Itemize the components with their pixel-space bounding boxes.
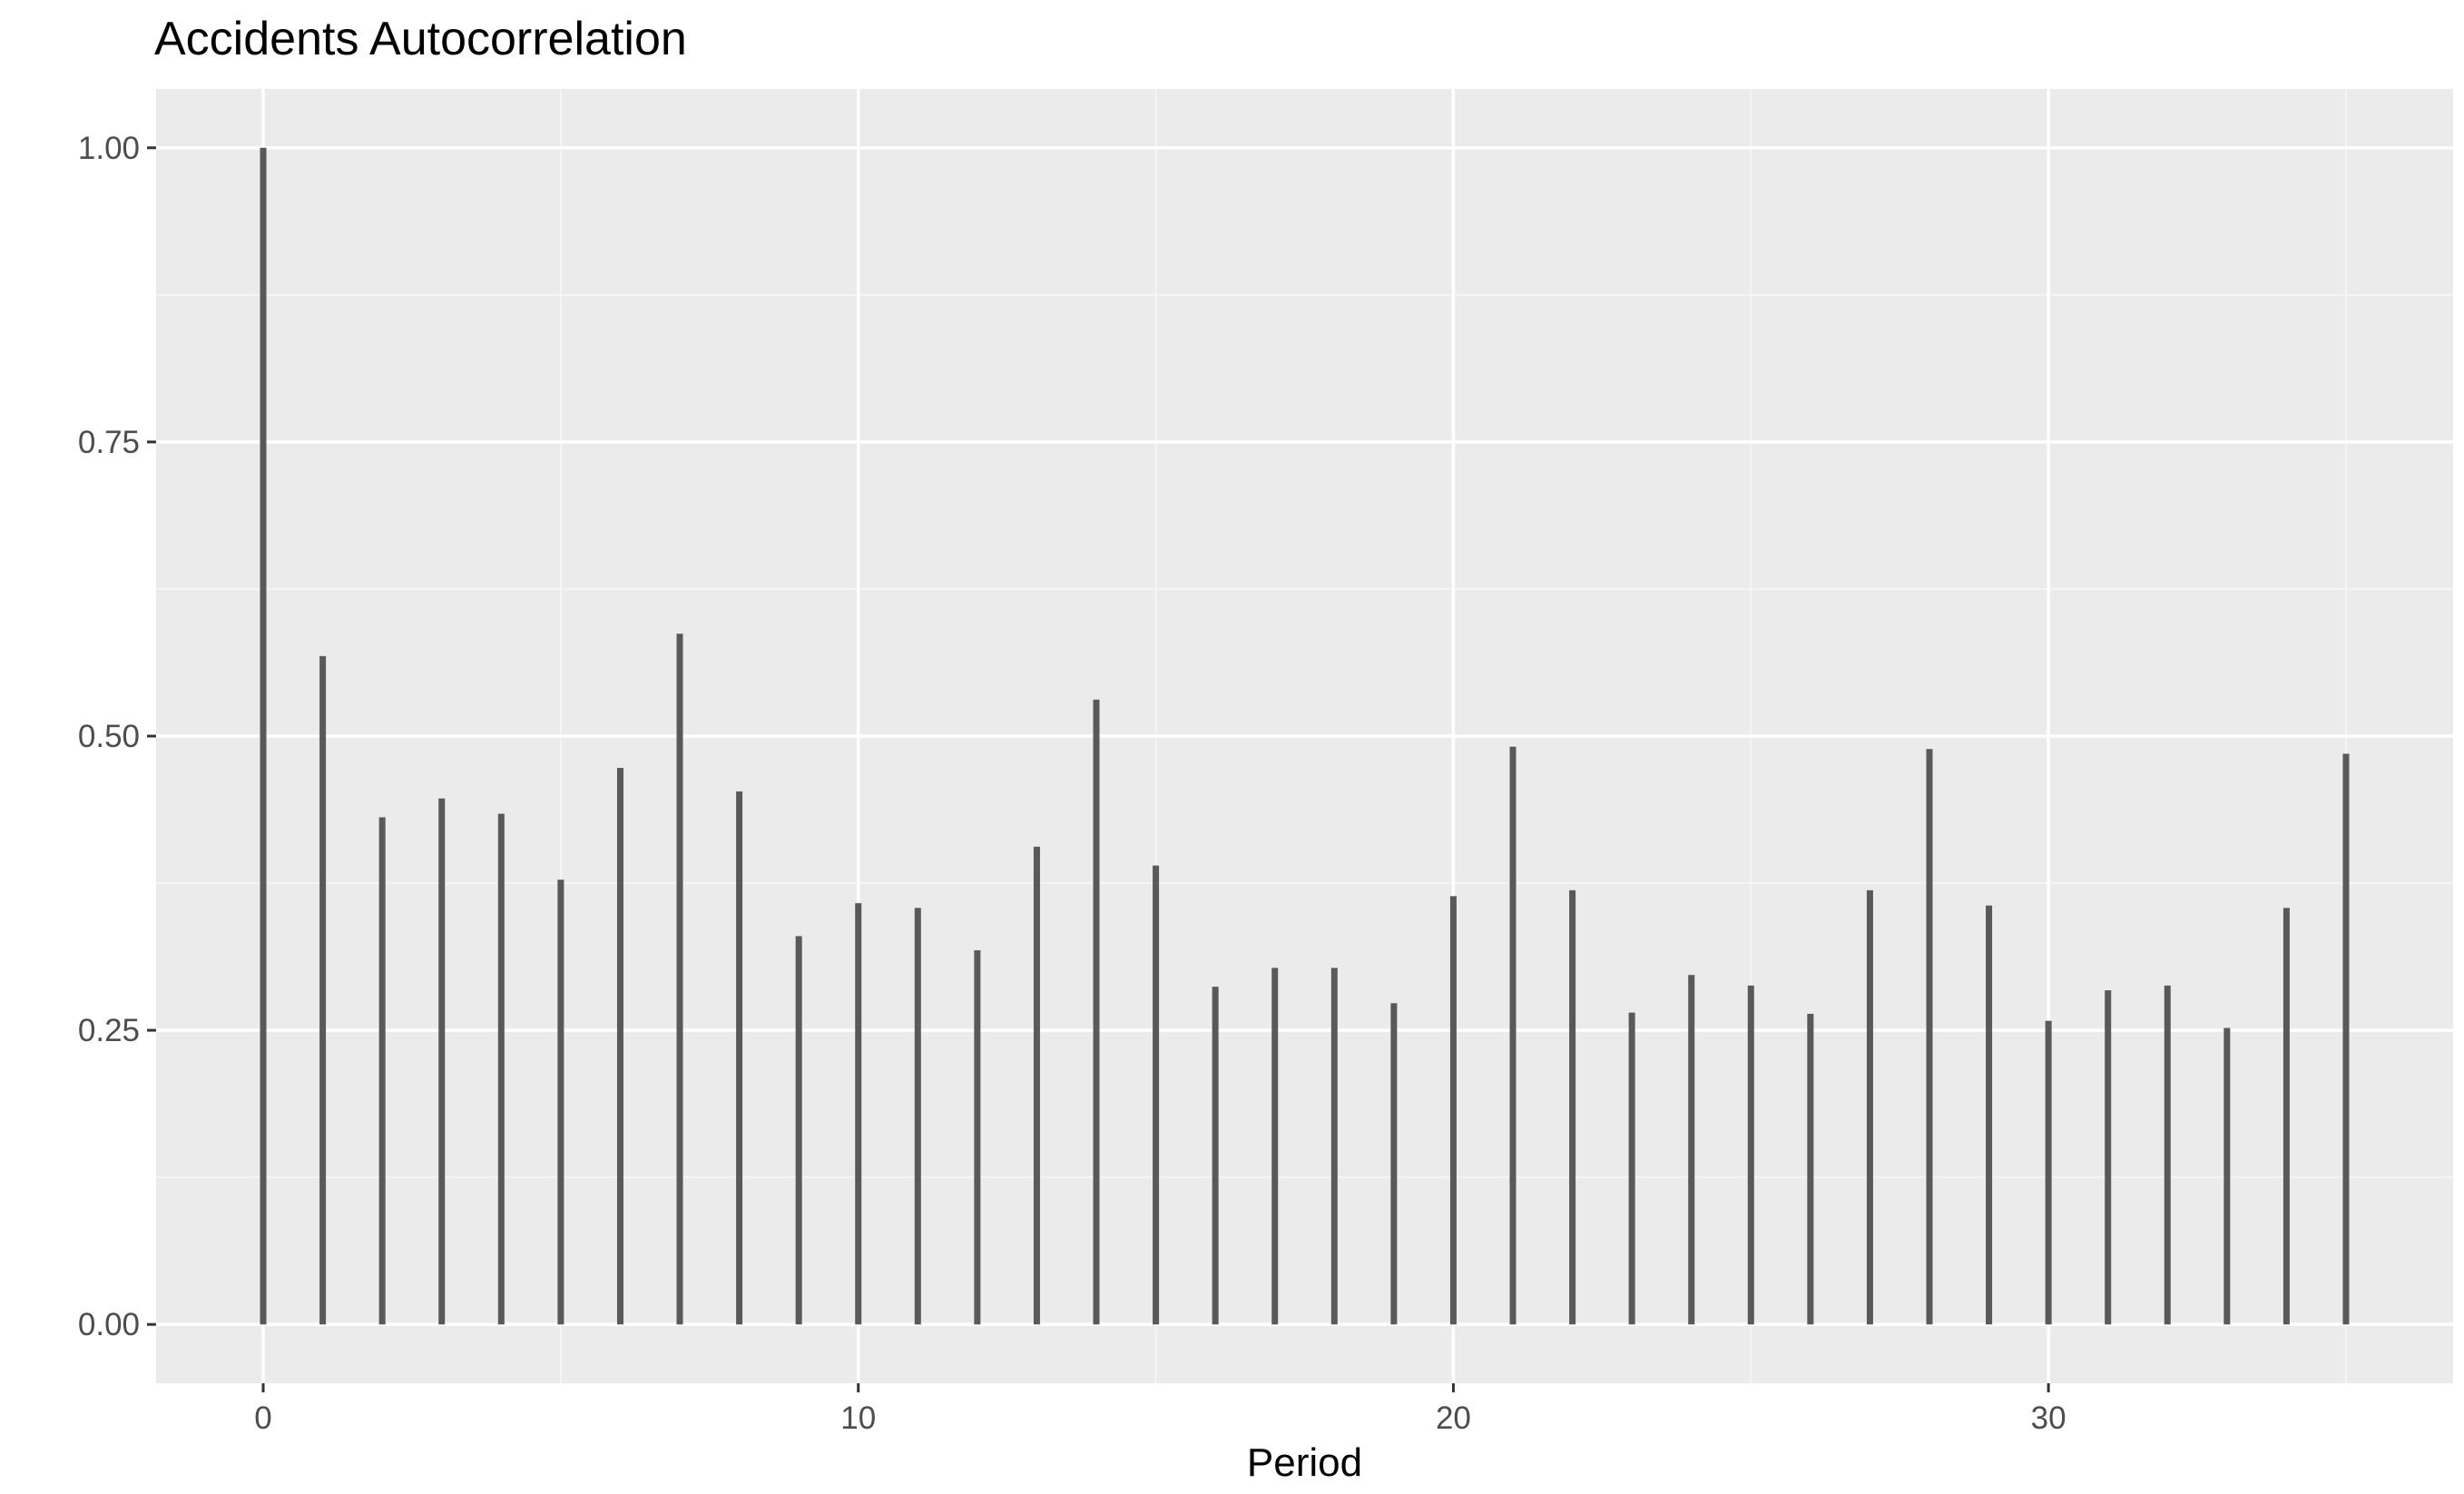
bar-lag-24 xyxy=(1688,975,1695,1325)
bar-lag-0 xyxy=(260,147,267,1325)
bar-lag-28 xyxy=(1926,749,1933,1325)
x-tick-label: 0 xyxy=(254,1401,271,1436)
y-tick-label: 1.00 xyxy=(78,131,140,166)
bar-lag-15 xyxy=(1153,865,1160,1325)
bar-lag-33 xyxy=(2223,1027,2231,1325)
bar-lag-22 xyxy=(1569,890,1576,1325)
x-axis: 0 10 20 30 xyxy=(254,1383,2066,1436)
y-tick-label: 0.25 xyxy=(78,1013,140,1048)
x-tick-label: 30 xyxy=(2031,1401,2066,1436)
bar-lag-35 xyxy=(2342,753,2350,1325)
y-axis: 0.00 0.25 0.50 0.75 1.00 xyxy=(78,131,156,1342)
bar-lag-32 xyxy=(2164,985,2171,1325)
bar-lag-30 xyxy=(2045,1020,2052,1325)
bar-lag-6 xyxy=(616,768,623,1325)
bar-lag-1 xyxy=(319,655,327,1325)
bar-lag-14 xyxy=(1093,699,1100,1325)
x-axis-title: Period xyxy=(1247,1440,1362,1485)
bar-lag-29 xyxy=(1986,905,1993,1325)
bar-lag-4 xyxy=(497,813,505,1325)
bar-lag-3 xyxy=(438,798,446,1325)
bar-lag-21 xyxy=(1509,746,1517,1325)
bar-lag-8 xyxy=(736,791,743,1325)
bar-lag-2 xyxy=(378,817,386,1325)
bar-lag-17 xyxy=(1271,968,1279,1325)
bar-lag-19 xyxy=(1390,1003,1398,1325)
bar-lag-18 xyxy=(1330,968,1338,1325)
y-tick-label: 0.75 xyxy=(78,425,140,460)
bar-lag-9 xyxy=(795,936,802,1325)
y-tick-label: 0.50 xyxy=(78,719,140,754)
bar-lag-20 xyxy=(1449,896,1457,1325)
y-tick-label: 0.00 xyxy=(78,1307,140,1342)
bar-lag-34 xyxy=(2282,908,2290,1325)
bar-lag-13 xyxy=(1033,846,1040,1325)
bar-lag-12 xyxy=(974,949,981,1325)
bar-lag-5 xyxy=(557,880,564,1325)
x-tick-label: 10 xyxy=(840,1401,876,1436)
bar-lag-23 xyxy=(1628,1012,1635,1325)
bar-lag-25 xyxy=(1747,985,1754,1325)
bar-lag-31 xyxy=(2105,990,2112,1325)
bar-lag-11 xyxy=(914,908,921,1325)
bar-lag-10 xyxy=(855,903,862,1325)
bars-group xyxy=(260,147,2350,1325)
x-tick-label: 20 xyxy=(1436,1401,1471,1436)
bar-lag-16 xyxy=(1212,987,1219,1325)
chart-title: Accidents Autocorrelation xyxy=(154,13,687,65)
bar-lag-26 xyxy=(1807,1013,1814,1325)
bar-lag-27 xyxy=(1866,890,1873,1325)
bar-lag-7 xyxy=(676,634,683,1325)
